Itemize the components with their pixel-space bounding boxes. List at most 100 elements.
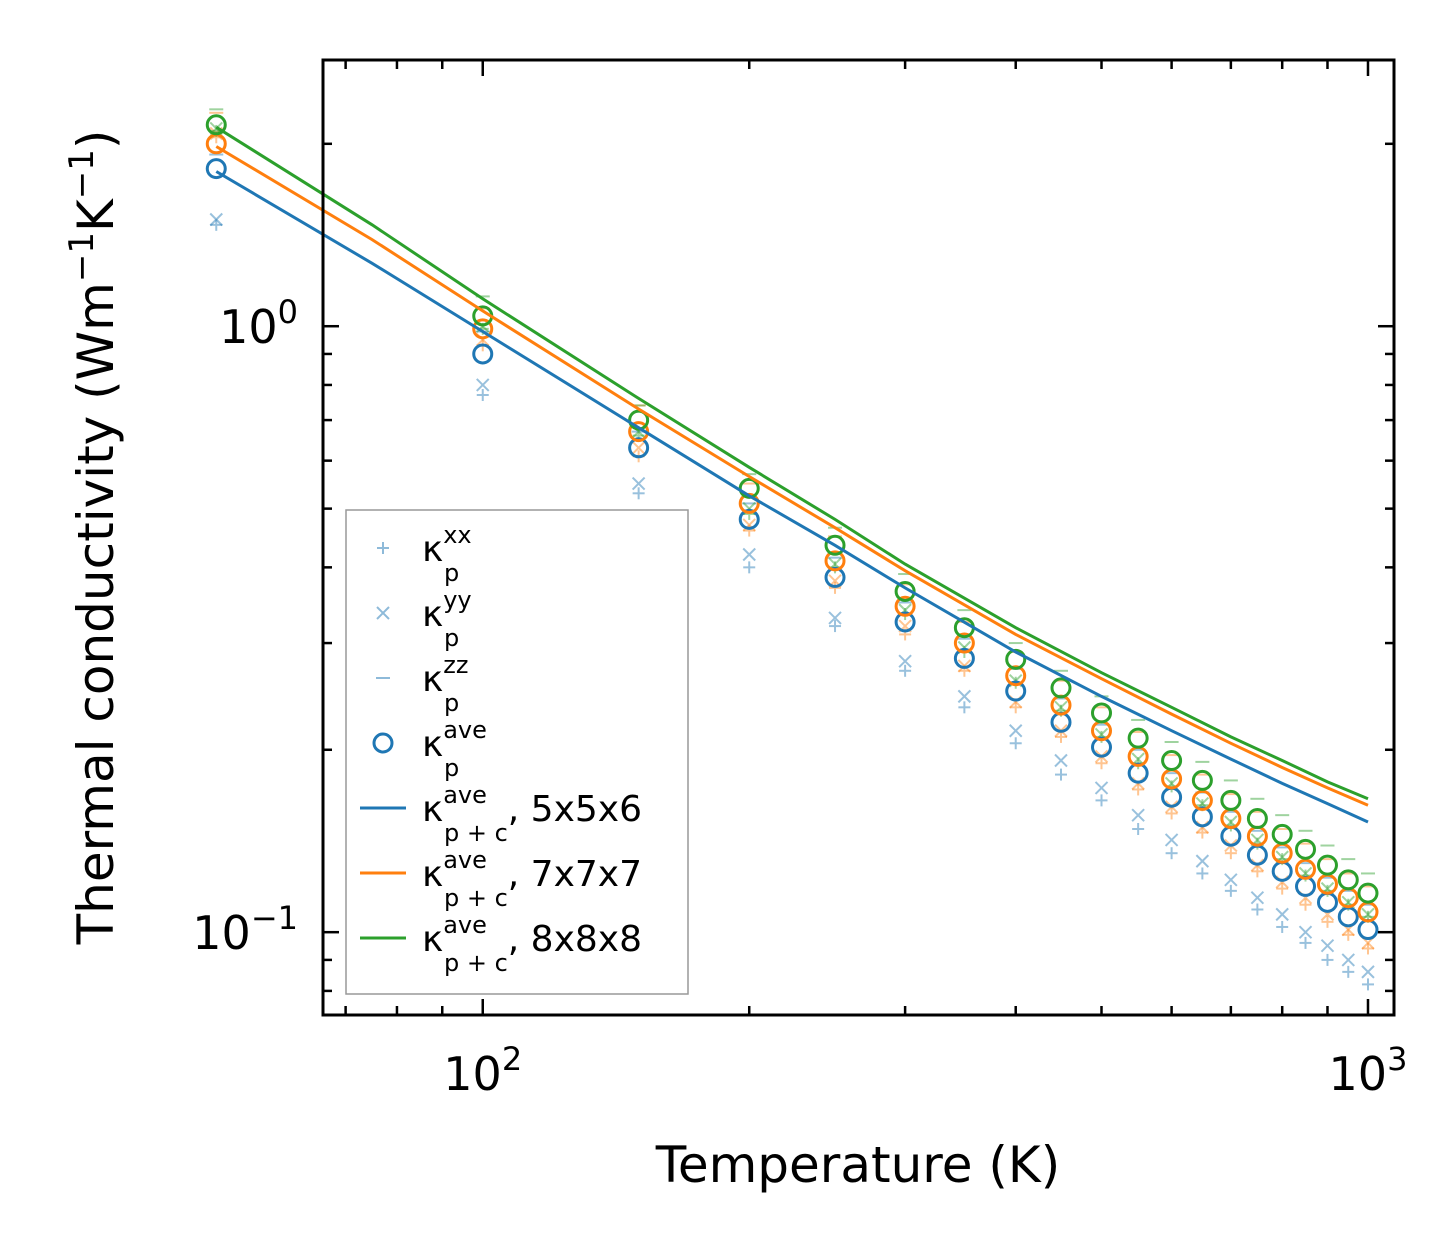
- point-kxx-5x5x6-450: [1054, 768, 1067, 781]
- point-kxx-7x7x7-200: [743, 524, 756, 537]
- legend-marker-plus: [377, 542, 389, 554]
- point-kave-5x5x6-100: [472, 343, 494, 365]
- point-kave-5x5x6-500-ring: [1091, 736, 1113, 758]
- point-kxx-7x7x7-850: [1299, 898, 1312, 911]
- point-kyy-5x5x6-950-d1: [1341, 953, 1355, 967]
- point-kyy-5x5x6-500-d2: [1094, 781, 1109, 795]
- point-kave-5x5x6-350: [953, 647, 975, 669]
- point-kxx-7x7x7-900: [1321, 915, 1334, 928]
- legend-label-sup: zz: [443, 651, 468, 679]
- legend-marker-circle-ring: [372, 732, 394, 754]
- point-kyy-5x5x6-950: [1341, 953, 1355, 967]
- point-kyy-5x5x6-800-d1: [1275, 907, 1289, 922]
- point-kave-7x7x7-100: [472, 318, 494, 340]
- legend-label-sub: p: [444, 689, 459, 717]
- point-kyy-5x5x6-150-d1: [631, 476, 646, 491]
- point-kyy-7x7x7-150-d1: [631, 441, 646, 455]
- point-kyy-7x7x7-150: [631, 441, 646, 455]
- point-kyy-5x5x6-300: [898, 654, 912, 668]
- point-kyy-5x5x6-850-d2: [1298, 925, 1313, 939]
- legend-box: [345, 509, 689, 995]
- legend-label-sup: ave: [443, 846, 487, 874]
- point-kave-8x8x8-750: [1246, 808, 1268, 830]
- point-kyy-5x5x6-900-d1: [1320, 938, 1335, 953]
- legend-label-sub: p: [444, 624, 459, 652]
- point-kyy-5x5x6-150-d2: [631, 476, 646, 491]
- point-kyy-5x5x6-600: [1164, 833, 1179, 847]
- y-tick-label-exp: −1: [251, 899, 298, 937]
- legend-item-1: κxx p: [377, 521, 472, 587]
- point-kyy-5x5x6-50-d1: [209, 212, 223, 227]
- point-kave-8x8x8-450-ring: [1050, 677, 1072, 699]
- point-kxx-5x5x6-700: [1224, 884, 1237, 897]
- point-kyy-5x5x6-850: [1298, 925, 1313, 939]
- legend-item-3: κzz p: [376, 651, 468, 717]
- legend-item-4: κave p: [372, 716, 487, 782]
- point-kave-8x8x8-550: [1127, 727, 1149, 749]
- legend-label: κyy p: [422, 586, 472, 652]
- point-kave-8x8x8-1000-ring: [1357, 882, 1379, 904]
- point-kave-8x8x8-600: [1161, 750, 1183, 772]
- point-kyy-5x5x6-400-d1: [1009, 724, 1023, 738]
- legend-label-sup: yy: [443, 586, 471, 614]
- legend-label-base: κ: [422, 529, 443, 570]
- point-kyy-5x5x6-200-d1: [742, 547, 756, 562]
- plot-frame: [321, 58, 1396, 1017]
- point-kave-5x5x6-350-ring: [953, 647, 975, 669]
- point-kave-8x8x8-850: [1295, 838, 1317, 860]
- legend-label: κave p: [422, 716, 487, 782]
- legend-marker-circle: [372, 732, 394, 754]
- point-kave-7x7x7-400-ring: [1005, 665, 1027, 687]
- point-kave-8x8x8-600-ring: [1161, 750, 1183, 772]
- point-kyy-5x5x6-150: [631, 476, 646, 491]
- point-kyy-5x5x6-800: [1275, 907, 1289, 922]
- legend-label-sup: ave: [443, 781, 487, 809]
- point-kyy-5x5x6-100-d2: [476, 378, 490, 392]
- legend-label-sub: p: [444, 754, 459, 782]
- point-kave-8x8x8-800-ring: [1271, 823, 1293, 845]
- point-kyy-5x5x6-750-d1: [1250, 890, 1265, 905]
- y-axis-title: Thermal conductivity (Wm−1K−1): [62, 130, 125, 946]
- point-kyy-5x5x6-50: [209, 212, 223, 227]
- point-kave-8x8x8-800: [1271, 823, 1293, 845]
- point-kyy-8x8x8-450-d2: [1054, 700, 1068, 715]
- x-tick-label-base: 10: [443, 1047, 502, 1101]
- point-kyy-5x5x6-600-d1: [1164, 833, 1179, 847]
- point-kyy-5x5x6-500: [1094, 781, 1109, 795]
- point-kave-8x8x8-700-ring: [1220, 789, 1242, 811]
- point-kave-8x8x8-700: [1220, 789, 1242, 811]
- point-kxx-7x7x7-550: [1132, 783, 1145, 796]
- point-kave-8x8x8-1000: [1357, 882, 1379, 904]
- legend-item-2: κyy p: [376, 586, 472, 652]
- y-axis-title-exp2: −1: [62, 149, 102, 199]
- point-kxx-7x7x7-1000: [1361, 942, 1374, 955]
- point-kave-5x5x6-650-ring: [1191, 806, 1213, 828]
- point-kave-5x5x6-50-ring: [205, 158, 227, 180]
- point-kave-7x7x7-400: [1005, 665, 1027, 687]
- legend-label-base: κ: [422, 724, 443, 765]
- point-kyy-5x5x6-1000-d2: [1361, 965, 1375, 979]
- point-kyy-8x8x8-450-d1: [1054, 700, 1068, 715]
- legend-label-sub: p + c: [444, 819, 508, 847]
- point-kyy-5x5x6-100-d1: [476, 378, 490, 392]
- point-kave-7x7x7-300-ring: [894, 595, 916, 617]
- point-kave-5x5x6-50: [205, 158, 227, 180]
- legend-label-tail: , 7x7x7: [508, 854, 642, 895]
- point-kyy-5x5x6-200: [742, 547, 756, 562]
- point-kave-5x5x6-200: [738, 508, 760, 530]
- point-kyy-5x5x6-800-d2: [1275, 907, 1289, 922]
- point-kave-7x7x7-300: [894, 595, 916, 617]
- point-kxx-7x7x7-750: [1251, 865, 1264, 878]
- legend-label-base: κ: [422, 594, 443, 635]
- point-kyy-5x5x6-700-d1: [1224, 873, 1238, 887]
- series-line-2: [215, 145, 1369, 807]
- point-kxx-5x5x6-650: [1196, 867, 1209, 880]
- point-kxx-5x5x6-850: [1299, 936, 1312, 949]
- point-kyy-5x5x6-450: [1054, 753, 1068, 768]
- point-kxx-5x5x6-350: [958, 701, 971, 714]
- point-kave-5x5x6-300-ring: [894, 611, 916, 633]
- point-kyy-5x5x6-900: [1320, 938, 1335, 953]
- point-kyy-5x5x6-850-d1: [1298, 925, 1313, 939]
- legend-label-sub: p + c: [444, 884, 508, 912]
